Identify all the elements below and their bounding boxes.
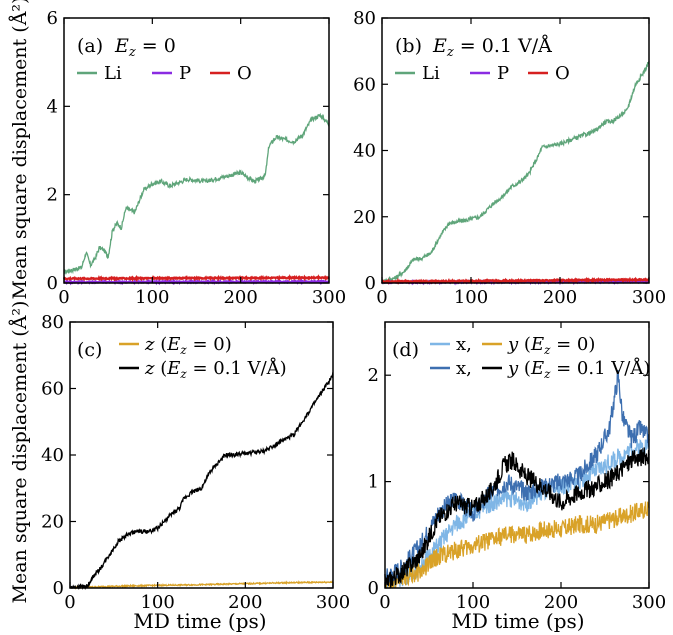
- y-tick-label: 40: [353, 141, 376, 162]
- panel-d: 0 100 200 300 0 1 2 (d) x, y (Ez = 0) x, y (Ez = 0.…: [368, 321, 666, 613]
- y-tick-label: 20: [353, 207, 376, 228]
- panel-c: 0 100 200 300 0 20 40 60 80 (c) z (Ez = 0)z (Ez = …: [41, 312, 350, 613]
- x-tick-label: 200: [543, 287, 577, 308]
- x-tick-label: 100: [456, 592, 490, 613]
- y-tick-label: 0: [365, 273, 376, 294]
- x-tick-label: 300: [316, 592, 350, 613]
- y-tick-label: 0: [53, 578, 64, 599]
- x-tick-label: 0: [64, 592, 75, 613]
- legend-label: z (Ez = 0): [144, 334, 232, 357]
- panel-label: (c): [77, 339, 102, 361]
- series-d-3: [384, 447, 650, 589]
- y-tick-label: 0: [47, 273, 58, 294]
- panel-b: 0 100 200 300 0 20 40 60 80 (b) Ez = 0.1 V/Å Li P O: [353, 8, 666, 308]
- y-tick-label: 4: [47, 96, 58, 117]
- y-tick-label: 2: [47, 185, 58, 206]
- legend-label: Li: [104, 63, 122, 84]
- legend-label: x,: [456, 358, 472, 379]
- series-c-1: [69, 371, 334, 591]
- x-tick-label: 100: [135, 287, 169, 308]
- legend-label: O: [555, 63, 570, 84]
- y-tick-label: 40: [41, 445, 64, 466]
- x-tick-label: 300: [632, 592, 666, 613]
- y-tick-label: 80: [353, 8, 376, 29]
- x-tick-label: 300: [312, 287, 346, 308]
- plot-frame: [381, 17, 650, 284]
- x-tick-label: 200: [223, 287, 257, 308]
- x-tick-label: 100: [454, 287, 488, 308]
- panel-condition: Ez = 0: [114, 35, 176, 60]
- x-axis-label-left: MD time (ps): [133, 609, 266, 633]
- y-tick-label: 1: [368, 472, 379, 493]
- x-tick-label: 0: [58, 287, 69, 308]
- panel-condition: Ez = 0.1 V/Å: [432, 35, 552, 60]
- x-tick-label: 0: [379, 592, 390, 613]
- legend-label: y (Ez = 0.1 V/Å): [507, 357, 650, 381]
- panel-label: (b): [395, 35, 422, 57]
- y-tick-label: 60: [353, 74, 376, 95]
- y-tick-label: 0: [368, 578, 379, 599]
- series-c-0: [69, 580, 334, 590]
- legend-label: x,: [456, 334, 472, 355]
- plot-frame: [384, 321, 650, 589]
- series-b-2: [381, 276, 650, 285]
- legend-label: y (Ez = 0): [507, 334, 595, 357]
- series-b-0: [381, 60, 650, 285]
- y-tick-label: 2: [368, 365, 379, 386]
- series-d-0: [384, 438, 650, 589]
- y-axis-label-top: Mean square displacement (Å²): [9, 0, 31, 299]
- legend-label: O: [237, 63, 252, 84]
- x-tick-label: 100: [140, 592, 174, 613]
- legend-label: P: [179, 63, 191, 84]
- panel-a: 0 100 200 300 0 2 4 6 (a) Ez = 0 Li P O: [47, 8, 347, 308]
- legend-label: P: [497, 63, 509, 84]
- panel-label: (a): [77, 35, 103, 57]
- x-tick-label: 0: [376, 287, 387, 308]
- x-tick-label: 300: [632, 287, 666, 308]
- y-tick-label: 20: [41, 512, 64, 533]
- x-tick-label: 200: [544, 592, 578, 613]
- x-axis-label-right: MD time (ps): [451, 609, 584, 633]
- series-a-0: [63, 112, 330, 276]
- x-tick-label: 200: [228, 592, 262, 613]
- y-tick-label: 6: [47, 8, 58, 29]
- y-axis-label-bottom: Mean square displacement (Å²): [9, 301, 31, 604]
- panel-label: (d): [392, 339, 419, 361]
- legend-label: Li: [422, 63, 440, 84]
- y-tick-label: 60: [41, 379, 64, 400]
- legend-label: z (Ez = 0.1 V/Å): [144, 357, 287, 381]
- series-a-2: [62, 273, 330, 283]
- plot-frame: [63, 17, 330, 284]
- series-d-1: [384, 501, 650, 589]
- y-tick-label: 80: [41, 312, 64, 333]
